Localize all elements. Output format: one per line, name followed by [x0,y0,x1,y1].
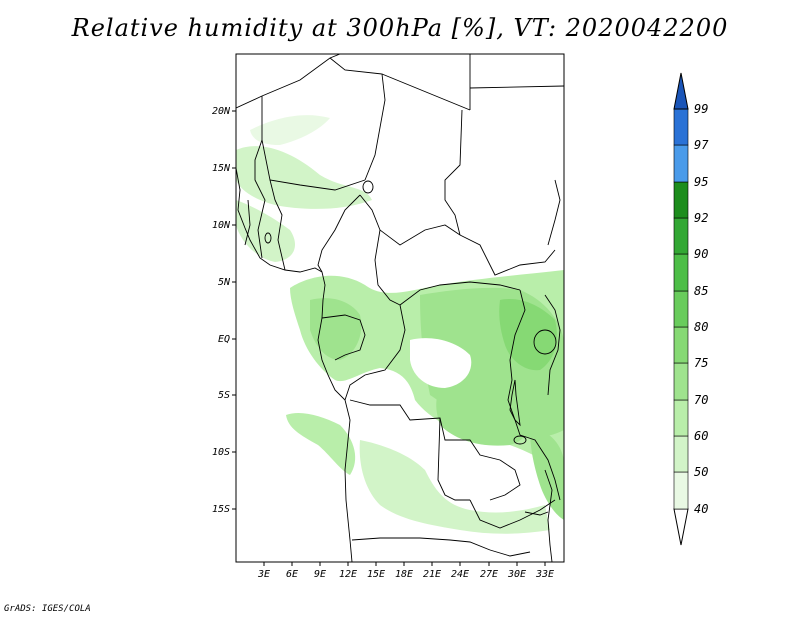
lon-label: 21E [423,569,441,580]
border-libya-sudan [469,85,564,89]
border-west-africa-3 [244,199,251,246]
lat-label: 15S [212,504,230,515]
lat-label: 10S [212,447,230,458]
colorbar-label: 80 [694,320,708,334]
colorbar-segment [673,326,689,364]
colorbar-label: 85 [694,284,708,298]
lake-chad [362,180,374,194]
colorbar-segment [673,253,689,292]
lon-label: 24E [451,569,469,580]
lake-volta [264,232,272,244]
border-chad-sudan [444,109,463,236]
longitude-axis: 3E 6E 9E 12E 15E 18E 21E 24E 27E 30E 33E [257,562,554,580]
humidity-region-southern-band [359,440,550,534]
grads-credit: GrADS: IGES/COLA [4,604,91,614]
colorbar-label: 95 [694,175,708,189]
border-algeria-niger [329,57,386,181]
humidity-region-west-coast [236,200,295,262]
border-uganda-kenya [544,294,561,396]
humidity-region-angola-plume [286,413,356,475]
latitude-axis: 20N 15N 10N 5N EQ 5S 10S 15S [212,106,236,515]
border-cameroon-car [374,229,401,306]
colorbar-segment [673,72,689,110]
lat-label: 10N [212,220,231,231]
border-libya-chad [381,73,471,111]
border-angola-namibia [351,537,491,551]
lake-malawi [513,435,527,445]
border-sudan-ethiopia [547,179,561,246]
humidity-region-sahel [236,146,372,209]
colorbar-label: 99 [694,102,708,116]
border-angola-zambia [437,417,470,501]
humidity-region-central-congo [310,298,362,360]
lat-label: 5S [218,390,230,401]
humidity-region-great-lakes [499,299,557,371]
lat-label: 20N [212,106,231,117]
colorbar-label: 50 [694,465,708,479]
border-mozambique [544,469,553,562]
humidity-region-dry-patch [410,338,472,388]
colorbar-label: 90 [694,247,708,261]
lon-label: 30E [507,569,526,580]
border-niger-nigeria [261,96,366,191]
border-nigeria-cameroon [317,194,361,273]
lon-label: 18E [395,569,413,580]
lon-label: 12E [339,569,357,580]
lon-label: 3E [257,569,270,580]
border-algeria-mali [236,54,341,109]
colorbar-segment [673,144,689,183]
colorbar-segment [673,471,689,510]
map-frame [235,53,565,563]
colorbar-segment [673,108,689,146]
lon-label: 27E [480,569,498,580]
lon-label: 33E [535,569,554,580]
border-congo-drc [344,304,406,401]
border-zambia-drc [489,459,521,501]
colorbar: 40 50 60 70 75 80 85 90 92 95 97 99 [673,72,709,546]
lake-tanganyika [509,379,521,427]
lat-label: EQ [218,334,230,345]
colorbar-segment [673,362,689,401]
colorbar-label: 75 [694,356,708,370]
border-sudan-south-sudan [459,234,556,276]
lon-label: 6E [286,569,298,580]
lat-label: 5N [218,277,231,288]
colorbar-segment [673,508,689,546]
plot-title: Relative humidity at 300hPa [%], VT: 202… [71,14,729,42]
colorbar-segment [673,435,689,473]
lakes [264,180,557,516]
lake-victoria [533,329,557,355]
lake-kariba [524,511,549,516]
border-chad-car [359,194,461,246]
border-zambia-south [469,499,556,529]
country-borders [236,54,564,562]
colorbar-label: 92 [694,211,708,225]
border-west-africa-1 [254,139,266,259]
humidity-region-northwest [250,115,330,145]
colorbar-segment [673,217,689,255]
colorbar-label: 70 [694,393,708,407]
colorbar-label: 97 [694,138,709,152]
border-south-africa [489,549,531,557]
border-tanzania [519,434,561,501]
humidity-region-congo-east [436,388,530,446]
coastline [236,167,353,562]
border-car-drc [399,281,521,306]
colorbar-label: 40 [694,502,708,516]
border-west-africa-2 [269,179,286,271]
colorbar-segment [673,399,689,437]
lon-label: 9E [314,569,326,580]
lat-label: 15N [212,163,231,174]
lon-label: 15E [367,569,385,580]
humidity-shading [236,115,564,534]
colorbar-segment [673,181,689,219]
colorbar-segment [673,290,689,328]
colorbar-label: 60 [694,429,708,443]
border-gabon [321,314,366,361]
